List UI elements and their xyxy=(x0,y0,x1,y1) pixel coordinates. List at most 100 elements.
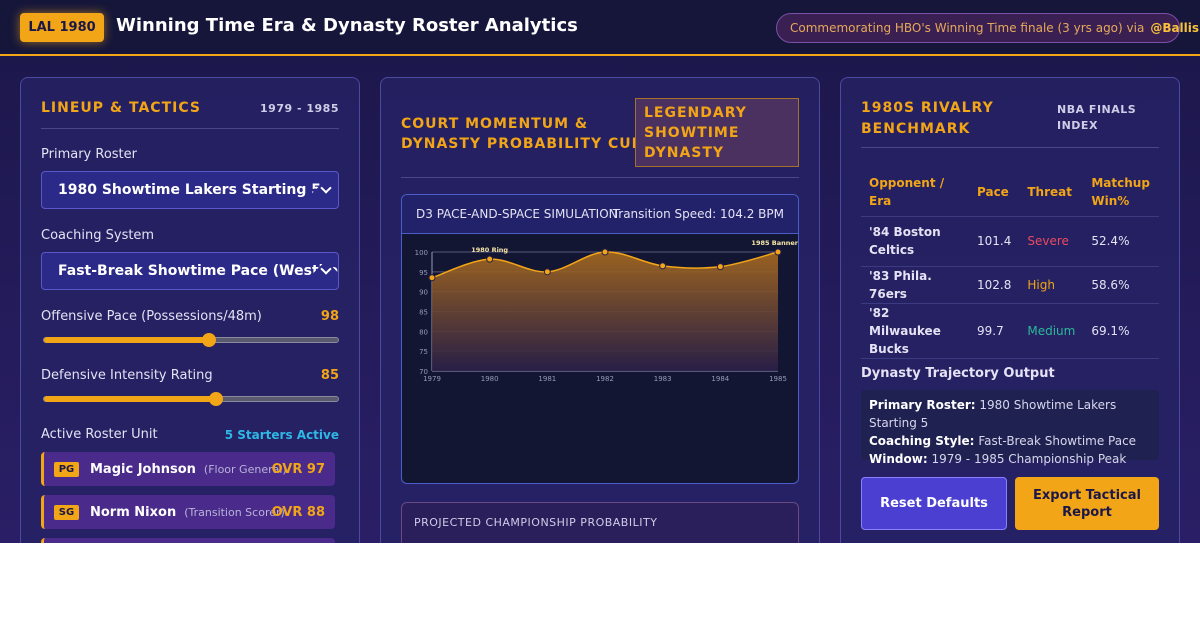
rivalry-panel: 1980S RIVALRY BENCHMARK NBA FINALS INDEX… xyxy=(840,77,1180,543)
defense-label: Defensive Intensity Rating xyxy=(41,368,213,383)
simulation-header: D3 PACE-AND-SPACE SIMULATION Transition … xyxy=(402,195,798,234)
rivalry-table: Opponent / Era Pace Threat Matchup Win% … xyxy=(861,168,1159,359)
x-tick-label: 1985 xyxy=(769,375,787,383)
series-area xyxy=(432,251,778,371)
pace-cell: 102.8 xyxy=(969,266,1020,304)
defense-slider[interactable] xyxy=(43,392,339,406)
y-tick-label: 80 xyxy=(419,328,428,336)
position-badge: PG xyxy=(54,461,79,477)
momentum-title-line: COURT MOMENTUM & xyxy=(401,116,589,132)
lineup-years: 1979 - 1985 xyxy=(260,102,339,115)
pill-text: Commemorating HBO's Winning Time finale … xyxy=(790,21,1145,35)
pace-label: Offensive Pace (Possessions/48m) xyxy=(41,309,262,324)
annotation-label: 1985 Banner xyxy=(751,239,798,247)
opponent-cell: '82 Milwaukee Bucks xyxy=(861,303,969,359)
momentum-chart: 70 75 80 85 90 95 100 1979 1980 1981 1982 1983 1984 1… xyxy=(415,239,798,383)
defense-value: 85 xyxy=(320,368,339,383)
output-key: Primary Roster: xyxy=(869,398,976,412)
data-point xyxy=(601,248,609,256)
player-role: (Transition Scorer) xyxy=(184,505,285,519)
output-value: 1979 - 1985 Championship Peak xyxy=(931,452,1127,466)
player-name: Norm Nixon xyxy=(90,504,177,520)
annotation-label: 1980 Ring xyxy=(471,246,508,254)
transition-speed: Transition Speed: 104.2 BPM xyxy=(612,207,784,221)
pill-handle-link[interactable]: @Ballislife xyxy=(1150,21,1200,35)
probability-title: PROJECTED CHAMPIONSHIP PROBABILITY xyxy=(414,516,658,529)
data-point xyxy=(716,263,724,271)
lineup-panel: LINEUP & TACTICS 1979 - 1985 Primary Ros… xyxy=(20,77,360,543)
win-cell: 69.1% xyxy=(1083,303,1159,359)
x-tick-label: 1981 xyxy=(538,375,556,383)
momentum-panel: COURT MOMENTUM & DYNASTY PROBABILITY CUR… xyxy=(380,77,820,543)
player-card[interactable]: SG Norm Nixon (Transition Scorer) OVR 88 xyxy=(41,495,335,529)
rivalry-subtitle-line: INDEX xyxy=(1057,119,1098,132)
dynasty-legend: LEGENDARY SHOWTIME DYNASTY xyxy=(635,98,799,167)
position-badge: SG xyxy=(54,504,79,520)
divider xyxy=(41,128,339,129)
reset-defaults-button[interactable]: Reset Defaults xyxy=(861,477,1007,530)
coaching-select-value: Fast-Break Showtime Pace (Westhead/Riley… xyxy=(58,263,339,279)
roster-select-value: 1980 Showtime Lakers Starting 5 xyxy=(58,182,322,198)
coaching-select[interactable]: Fast-Break Showtime Pace (Westhead/Riley… xyxy=(41,252,339,290)
page-title: Winning Time Era & Dynasty Roster Analyt… xyxy=(116,15,578,36)
rivalry-title-line: 1980S RIVALRY xyxy=(861,100,994,116)
column-header: Opponent / Era xyxy=(861,168,969,217)
player-name: Magic Johnson xyxy=(90,461,196,477)
player-role: (Floor General) xyxy=(203,462,287,476)
trajectory-output: Primary Roster: 1980 Showtime Lakers Sta… xyxy=(861,390,1159,466)
output-value: Fast-Break Showtime Pace xyxy=(978,434,1137,448)
export-report-button[interactable]: Export Tactical Report xyxy=(1015,477,1159,530)
column-header: Threat xyxy=(1019,168,1084,217)
x-tick-label: 1983 xyxy=(654,375,672,383)
roster-label: Primary Roster xyxy=(41,147,137,162)
rivalry-subtitle: NBA FINALS INDEX xyxy=(1057,102,1136,134)
threat-cell: Severe xyxy=(1019,216,1084,267)
defense-slider-thumb[interactable] xyxy=(208,392,223,406)
data-point xyxy=(543,268,551,276)
player-card[interactable] xyxy=(41,538,335,543)
chevron-down-icon xyxy=(320,182,332,194)
data-point xyxy=(659,262,667,270)
column-header: Matchup Win% xyxy=(1083,168,1159,217)
column-header: Pace xyxy=(969,168,1020,217)
table-row[interactable]: '84 Boston Celtics 101.4 Severe 52.4% xyxy=(861,216,1159,267)
rivalry-title: 1980S RIVALRY BENCHMARK xyxy=(861,98,994,140)
win-cell: 58.6% xyxy=(1083,266,1159,304)
roster-select[interactable]: 1980 Showtime Lakers Starting 5 xyxy=(41,171,339,209)
commemoration-pill: Commemorating HBO's Winning Time finale … xyxy=(776,13,1200,43)
pace-cell: 99.7 xyxy=(969,303,1020,359)
pace-slider-thumb[interactable] xyxy=(201,333,216,347)
y-tick-label: 95 xyxy=(419,269,428,277)
data-point xyxy=(486,255,494,263)
top-header: LAL 1980 Winning Time Era & Dynasty Rost… xyxy=(0,0,1200,56)
x-tick-label: 1982 xyxy=(596,375,614,383)
y-tick-label: 75 xyxy=(419,348,428,356)
output-line: Coaching Style: Fast-Break Showtime Pace xyxy=(869,432,1151,450)
win-cell: 52.4% xyxy=(1083,216,1159,267)
output-line: Window: 1979 - 1985 Championship Peak xyxy=(869,450,1151,468)
x-tick-label: 1979 xyxy=(423,375,441,383)
opponent-cell: '84 Boston Celtics xyxy=(861,216,969,267)
pace-slider[interactable] xyxy=(43,333,339,347)
legend-line: SHOWTIME xyxy=(644,125,740,141)
probability-card: PROJECTED CHAMPIONSHIP PROBABILITY xyxy=(401,502,799,543)
y-tick-label: 100 xyxy=(415,249,428,257)
y-tick-label: 85 xyxy=(419,309,428,317)
pace-value: 98 xyxy=(320,309,339,324)
divider xyxy=(861,147,1159,148)
output-label: Dynasty Trajectory Output xyxy=(861,366,1055,381)
lineup-title: LINEUP & TACTICS xyxy=(41,100,201,116)
divider xyxy=(401,177,799,178)
team-badge: LAL 1980 xyxy=(20,13,104,42)
table-header-row: Opponent / Era Pace Threat Matchup Win% xyxy=(861,168,1159,217)
coaching-label: Coaching System xyxy=(41,228,155,243)
table-row[interactable]: '82 Milwaukee Bucks 99.7 Medium 69.1% xyxy=(861,303,1159,359)
pace-slider-fill xyxy=(44,337,209,343)
unit-label: Active Roster Unit xyxy=(41,427,158,442)
opponent-cell: '83 Phila. 76ers xyxy=(861,266,969,304)
player-card[interactable]: PG Magic Johnson (Floor General) OVR 97 xyxy=(41,452,335,486)
threat-cell: High xyxy=(1019,266,1084,304)
table-row[interactable]: '83 Phila. 76ers 102.8 High 58.6% xyxy=(861,266,1159,304)
momentum-title: COURT MOMENTUM & DYNASTY PROBABILITY CUR… xyxy=(401,114,666,154)
x-tick-label: 1984 xyxy=(711,375,729,383)
